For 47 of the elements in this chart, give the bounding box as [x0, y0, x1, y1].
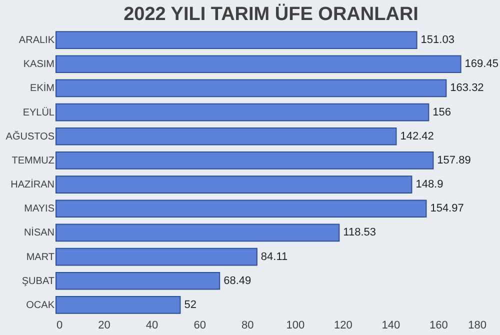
y-tick-label: ŞUBAT — [22, 276, 54, 287]
y-tick-label: KASIM — [23, 59, 54, 70]
x-tick-label: 40 — [146, 320, 158, 332]
data-label: 169.45 — [464, 58, 498, 70]
bar — [56, 248, 258, 266]
bar — [56, 127, 397, 146]
y-tick-label: AĞUSTOS — [6, 130, 55, 142]
data-label: 118.53 — [343, 226, 376, 239]
x-tick-label: 180 — [468, 320, 486, 332]
x-tick-label: 0 — [56, 320, 63, 332]
bar — [56, 103, 430, 122]
bar — [56, 31, 418, 49]
x-tick-label: 140 — [382, 320, 400, 332]
data-label: 151.03 — [420, 34, 454, 46]
data-label: 154.97 — [430, 202, 464, 215]
x-tick-label: 20 — [98, 320, 110, 332]
y-tick-label: MAYIS — [24, 204, 55, 215]
data-label: 84.11 — [260, 250, 288, 263]
data-label: 163.32 — [450, 82, 484, 94]
bar — [56, 224, 340, 242]
bar — [56, 200, 427, 218]
y-tick-label: EKİM — [30, 82, 54, 94]
bar — [56, 296, 181, 314]
y-tick-label: MART — [26, 252, 54, 263]
data-label: 142.42 — [400, 130, 434, 142]
bar — [56, 79, 447, 98]
data-label: 148.9 — [416, 178, 444, 191]
y-tick-label: EYLÜL — [22, 106, 55, 118]
bar — [56, 152, 434, 170]
y-tick-label: HAZİRAN — [10, 178, 54, 191]
y-tick-label: NİSAN — [24, 226, 54, 239]
data-label: 68.49 — [224, 274, 252, 287]
x-tick-label: 160 — [430, 320, 448, 332]
y-tick-label: TEMMUZ — [12, 155, 54, 166]
bar — [56, 55, 462, 74]
x-tick-label: 60 — [194, 320, 206, 332]
data-label: 157.89 — [437, 154, 471, 166]
y-tick-label: ARALIK — [18, 35, 55, 46]
chart-title: 2022 YILI TARIM ÜFE ORANLARI — [124, 3, 418, 25]
bar — [56, 176, 412, 194]
x-tick-label: 120 — [334, 320, 352, 332]
x-tick-label: 100 — [286, 320, 305, 332]
bar — [56, 272, 220, 290]
data-label: 52 — [184, 298, 196, 311]
x-tick-label: 80 — [241, 320, 254, 332]
data-label: 156 — [432, 106, 452, 118]
y-tick-label: OCAK — [26, 300, 55, 311]
